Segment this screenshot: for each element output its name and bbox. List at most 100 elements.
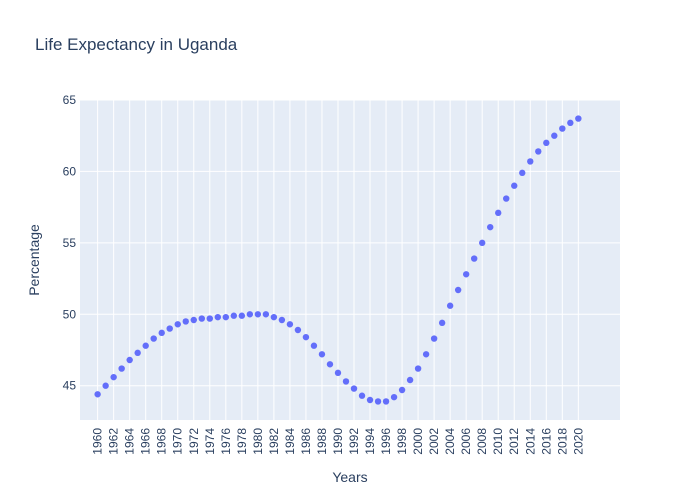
data-point	[310, 342, 318, 349]
y-axis-title: Percentage	[26, 224, 42, 296]
data-point	[302, 333, 310, 341]
x-tick-label: 2000	[411, 428, 425, 455]
data-point	[358, 392, 366, 399]
x-tick-label: 1976	[219, 428, 233, 455]
x-tick-label: 2018	[555, 428, 569, 455]
y-tick-label: 55	[63, 236, 77, 250]
data-point	[270, 313, 278, 321]
data-point	[254, 311, 262, 318]
x-tick-label: 2020	[571, 428, 585, 455]
x-tick-label: 1996	[379, 428, 393, 455]
x-tick-label: 1980	[251, 428, 265, 455]
data-point	[182, 318, 189, 325]
x-tick-label: 1986	[299, 428, 313, 455]
data-point	[238, 312, 246, 319]
x-tick-label: 1990	[331, 428, 345, 455]
data-point	[294, 326, 302, 334]
data-point	[559, 125, 566, 132]
x-tick-label: 1966	[139, 428, 153, 455]
x-tick-label: 2014	[523, 428, 537, 455]
data-point	[366, 396, 374, 404]
data-point	[390, 393, 398, 401]
data-point	[575, 115, 582, 122]
data-point	[126, 356, 133, 364]
data-point	[470, 255, 478, 262]
data-point	[94, 391, 101, 398]
data-point	[110, 373, 117, 381]
x-tick-label: 1992	[347, 428, 361, 455]
y-axis-ticks: 45 50 55 60 65	[63, 93, 77, 393]
data-point	[398, 386, 406, 394]
data-point	[438, 319, 446, 327]
data-point	[118, 365, 125, 372]
x-tick-label: 2012	[507, 428, 521, 455]
x-tick-label: 1970	[171, 428, 185, 455]
data-point	[134, 349, 141, 357]
x-tick-label: 1962	[107, 428, 121, 455]
chart-title: Life Expectancy in Uganda	[35, 35, 238, 54]
data-point	[462, 271, 470, 278]
x-tick-label: 1984	[283, 428, 297, 455]
data-points	[94, 115, 582, 405]
data-point	[214, 313, 222, 321]
data-point	[551, 132, 558, 139]
x-tick-label: 1960	[91, 428, 105, 455]
y-tick-label: 45	[63, 379, 77, 393]
data-point	[519, 169, 526, 177]
x-tick-label: 2016	[539, 428, 553, 455]
data-point	[495, 209, 502, 217]
x-tick-label: 2008	[475, 428, 489, 455]
data-point	[246, 311, 254, 318]
data-point	[422, 351, 430, 358]
data-point	[174, 321, 181, 328]
data-point	[230, 312, 238, 319]
data-point	[511, 182, 518, 189]
data-point	[150, 335, 157, 342]
data-point	[334, 369, 342, 377]
data-point	[414, 365, 422, 372]
x-tick-label: 2004	[443, 428, 457, 455]
data-point	[382, 398, 390, 405]
data-point	[543, 139, 550, 147]
data-point	[158, 329, 165, 337]
data-point	[190, 316, 197, 324]
data-point	[446, 302, 454, 309]
data-point	[406, 376, 414, 384]
data-point	[487, 223, 494, 231]
data-point	[166, 325, 173, 332]
x-tick-label: 1994	[363, 428, 377, 455]
data-point	[527, 158, 534, 165]
data-point	[342, 378, 350, 385]
data-point	[102, 382, 109, 389]
x-tick-label: 1998	[395, 428, 409, 455]
data-point	[198, 315, 205, 322]
y-tick-label: 60	[63, 164, 77, 178]
y-tick-label: 50	[63, 307, 77, 321]
data-point	[206, 315, 213, 322]
x-tick-label: 2006	[459, 428, 473, 455]
data-point	[286, 321, 294, 328]
x-tick-label: 1964	[123, 428, 137, 455]
x-tick-label: 1974	[203, 428, 217, 455]
data-point	[350, 385, 358, 392]
data-point	[454, 286, 462, 294]
x-tick-label: 1968	[155, 428, 169, 455]
data-point	[374, 398, 382, 405]
x-axis-ticks: 1960 1962 1964 1966 1968 1970 1972 1974 1976 1978…	[91, 428, 586, 455]
data-point	[326, 361, 334, 368]
x-tick-label: 1978	[235, 428, 249, 455]
data-point	[142, 342, 149, 349]
x-tick-label: 1988	[315, 428, 329, 455]
data-point	[535, 148, 542, 155]
y-tick-label: 65	[63, 93, 77, 107]
data-point	[318, 351, 326, 358]
plot-area	[80, 100, 620, 420]
data-point	[430, 335, 438, 342]
data-point	[503, 195, 510, 202]
x-tick-label: 2002	[427, 428, 441, 455]
data-point	[262, 311, 270, 318]
x-tick-label: 1972	[187, 428, 201, 455]
data-point	[567, 119, 574, 127]
data-point	[478, 239, 486, 247]
